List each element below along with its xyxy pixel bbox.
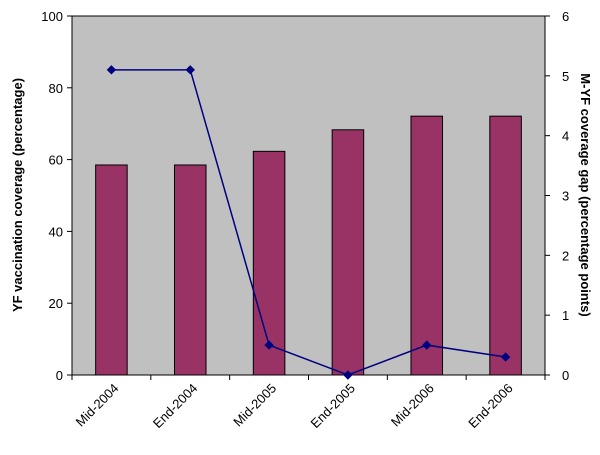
y-tick-label: 0 (56, 368, 63, 383)
y-tick-label: 40 (49, 224, 63, 239)
x-tick-label: End-2005 (308, 381, 358, 431)
line-point (106, 65, 117, 75)
y2-tick-label: 5 (562, 69, 569, 84)
line-point (422, 340, 432, 350)
left-axis: 0 20 40 60 80 100 (41, 9, 72, 383)
line-point (343, 370, 353, 380)
x-tick-label: End-2006 (465, 381, 515, 431)
bar (331, 129, 365, 376)
y-tick-label: 80 (49, 81, 63, 96)
y2-tick-label: 3 (562, 189, 569, 204)
y2-axis-title: M-YF coverage gap (percentage points) (578, 73, 593, 316)
bar (173, 164, 207, 376)
x-tick-label: Mid-2006 (388, 381, 437, 430)
x-tick-label: End-2004 (150, 381, 200, 431)
bar (95, 164, 128, 376)
line-point (185, 65, 195, 75)
y2-tick-label: 0 (562, 368, 569, 383)
x-tick-label: Mid-2005 (230, 381, 279, 430)
y2-tick-label: 1 (562, 308, 569, 323)
x-tick-label: Mid-2004 (73, 381, 122, 430)
line-series (106, 65, 511, 380)
y-tick-label: 100 (41, 9, 63, 24)
line-point (264, 340, 274, 350)
bar-series (95, 115, 522, 376)
series-line (111, 69, 506, 376)
bar (489, 115, 522, 376)
line-point (500, 352, 511, 362)
x-axis: Mid-2004 End-2004 Mid-2005 End-2005 Mid-2006… (71, 375, 546, 431)
right-axis: 0 1 2 3 4 5 6 (545, 9, 569, 383)
y-tick-label: 20 (49, 296, 63, 311)
y-tick-label: 60 (49, 153, 63, 168)
y2-tick-label: 4 (562, 129, 569, 144)
plot-area (71, 15, 546, 376)
y2-tick-label: 2 (562, 248, 569, 263)
y-axis-title: YF vaccination coverage (percentage) (10, 78, 25, 312)
bar (252, 150, 286, 376)
bar (410, 115, 444, 376)
y2-tick-label: 6 (562, 9, 569, 24)
